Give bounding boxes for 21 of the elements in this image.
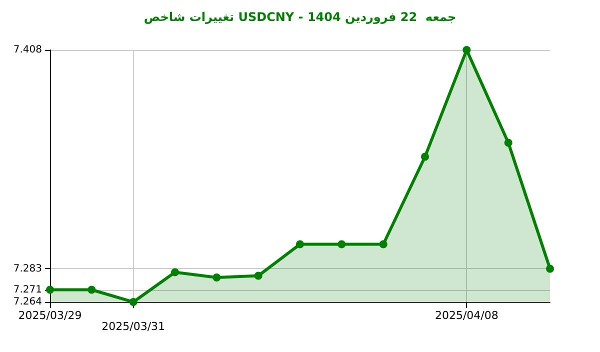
- y-tick-label: 7.264: [13, 296, 42, 308]
- chart-title: تغییرات شاخص USDCNY - جمعه 22 فروردین 1404: [144, 10, 456, 24]
- point: [212, 274, 221, 282]
- y-tick-label: 7.408: [13, 44, 42, 56]
- point: [504, 138, 512, 147]
- point: [46, 286, 54, 294]
- point: [171, 268, 179, 276]
- point: [254, 272, 262, 280]
- point: [462, 46, 471, 54]
- x-tick-label: 2025/03/29: [18, 309, 82, 322]
- x-tick-label: 2025/03/31: [102, 320, 166, 333]
- point: [88, 286, 96, 294]
- y-tick-label: 7.271: [13, 284, 42, 296]
- point: [296, 240, 304, 248]
- point: [421, 152, 429, 161]
- point: [379, 240, 388, 248]
- point: [546, 264, 554, 273]
- point: [129, 298, 138, 306]
- point: [338, 240, 346, 248]
- x-tick-label: 2025/04/08: [434, 309, 498, 322]
- y-tick-label: 7.283: [13, 263, 42, 274]
